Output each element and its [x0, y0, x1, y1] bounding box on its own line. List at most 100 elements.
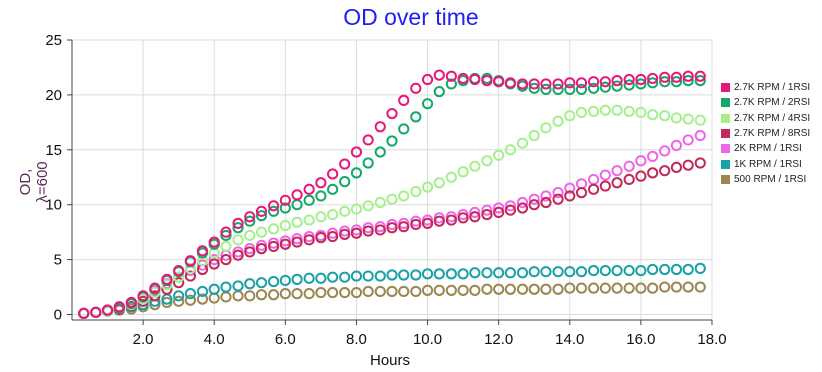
data-point	[255, 205, 268, 217]
data-point	[647, 72, 659, 85]
data-point	[445, 78, 457, 90]
data-point	[469, 284, 481, 296]
data-point	[588, 282, 600, 294]
data-point	[682, 263, 694, 276]
data-point	[611, 75, 623, 87]
data-point	[659, 281, 671, 293]
data-point	[599, 104, 611, 116]
data-point	[232, 234, 244, 246]
data-point	[303, 183, 315, 195]
data-point	[208, 254, 220, 266]
data-point	[504, 200, 516, 212]
data-point	[386, 193, 398, 205]
data-point	[575, 282, 588, 294]
data-point	[113, 301, 125, 313]
data-point	[232, 249, 244, 261]
data-point	[161, 279, 173, 291]
data-point	[504, 144, 516, 156]
data-point	[493, 76, 505, 88]
data-point	[647, 263, 659, 276]
data-point	[220, 281, 232, 293]
data-point	[552, 266, 564, 278]
data-point	[575, 266, 588, 278]
data-point	[647, 282, 659, 294]
x-tick-label: 2.0	[133, 331, 154, 348]
legend-item: 2.7K RPM / 8RSI	[721, 126, 810, 141]
data-point	[315, 190, 327, 202]
legend-item: 2.7K RPM / 4RSI	[721, 111, 810, 126]
data-point	[694, 70, 706, 82]
data-point	[315, 232, 327, 244]
data-point	[682, 113, 694, 125]
data-point	[504, 267, 516, 279]
data-point	[445, 214, 457, 226]
data-point	[635, 282, 647, 294]
data-point	[623, 282, 635, 294]
data-point	[694, 129, 706, 142]
data-point	[504, 283, 516, 295]
data-point	[362, 222, 374, 234]
x-tick-label: 8.0	[346, 331, 367, 348]
data-point	[694, 75, 706, 87]
data-point	[421, 181, 434, 193]
data-point	[682, 281, 694, 293]
legend-item: 2.7K RPM / 1RSI	[721, 80, 810, 95]
data-point	[528, 129, 540, 142]
data-point	[540, 266, 552, 278]
data-point	[350, 146, 363, 158]
legend-label: 2.7K RPM / 1RSI	[734, 82, 811, 94]
data-point	[315, 211, 327, 223]
data-point	[659, 145, 671, 157]
data-point	[410, 285, 422, 298]
data-point	[540, 78, 552, 90]
data-point	[670, 281, 683, 293]
data-point	[469, 160, 481, 172]
data-point	[410, 269, 422, 281]
series-6	[78, 281, 706, 320]
data-point	[244, 215, 256, 227]
y-tick-label: 10	[45, 197, 62, 214]
y-tick-label: 20	[45, 87, 62, 104]
data-point	[528, 266, 540, 278]
data-point	[339, 158, 351, 170]
data-point	[611, 282, 623, 294]
data-point	[315, 272, 327, 284]
data-point	[481, 267, 493, 279]
x-tick-label: 4.0	[204, 331, 225, 348]
data-point	[268, 240, 280, 253]
data-point	[279, 202, 291, 214]
data-point	[350, 227, 363, 239]
data-point	[362, 225, 374, 237]
data-point	[173, 295, 185, 307]
data-point	[682, 75, 694, 87]
data-point	[244, 290, 256, 302]
data-point	[493, 283, 505, 295]
data-point	[647, 77, 659, 89]
data-point	[516, 78, 529, 90]
data-point	[575, 106, 588, 119]
data-point	[564, 77, 576, 89]
data-point	[362, 157, 374, 169]
data-point	[398, 94, 410, 106]
data-point	[196, 245, 209, 257]
data-point	[398, 285, 410, 298]
chart-title: OD over time	[343, 4, 479, 30]
data-point	[279, 219, 291, 232]
data-point	[647, 109, 659, 121]
x-axis-label: Hours	[369, 352, 410, 369]
data-point	[327, 168, 339, 180]
data-point	[588, 105, 600, 117]
data-point	[268, 205, 280, 217]
data-point	[469, 206, 481, 218]
data-point	[552, 187, 564, 199]
data-point	[410, 111, 422, 123]
data-point	[327, 208, 339, 221]
data-point	[386, 135, 398, 147]
data-point	[457, 72, 469, 85]
data-point	[327, 271, 339, 283]
data-point	[599, 81, 611, 93]
data-point	[504, 204, 516, 216]
data-point	[528, 283, 540, 295]
data-point	[611, 177, 623, 189]
data-point	[457, 166, 469, 178]
